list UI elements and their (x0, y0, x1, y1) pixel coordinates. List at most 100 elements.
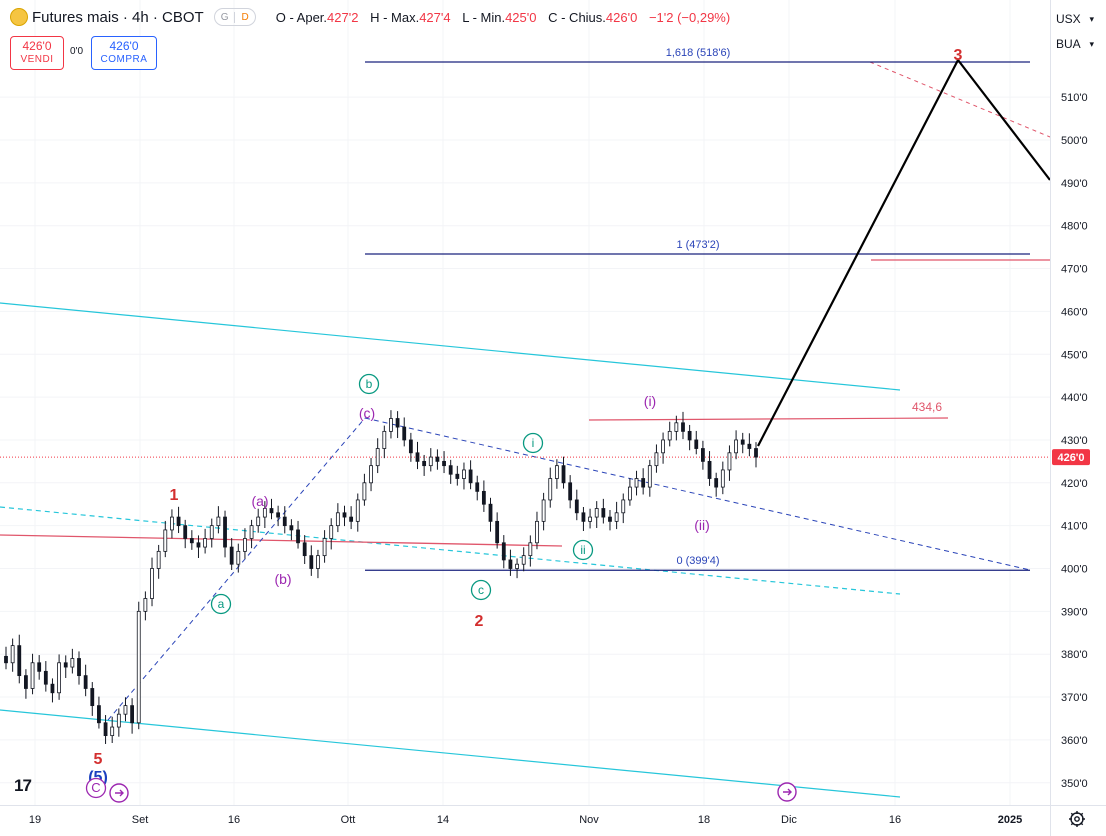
buy-button[interactable]: 426'0 COMPRA (91, 36, 157, 70)
candle (428, 448, 433, 472)
wave-label: C (91, 780, 100, 795)
candle (727, 445, 732, 481)
candle-body (37, 662, 42, 672)
candle-body (236, 550, 241, 565)
wave-label-circle (572, 539, 594, 561)
candle (10, 638, 15, 672)
candle (701, 440, 705, 470)
gear-icon[interactable] (1068, 810, 1086, 828)
candle (488, 497, 493, 532)
price-tick-label: 500'0 (1061, 135, 1088, 147)
price-tick-label: 430'0 (1061, 435, 1088, 447)
candle-body (634, 478, 639, 488)
candle (269, 498, 274, 520)
time-tick-label: 18 (698, 814, 710, 826)
candle (707, 451, 712, 486)
candle-body (588, 516, 592, 522)
candle (574, 489, 579, 521)
candle-body (707, 460, 712, 479)
symbol-title[interactable]: Futures mais · 4h · CBOT (32, 8, 204, 26)
unit-dropdown[interactable]: BUA ▾ (1056, 34, 1094, 54)
candle-body (468, 469, 473, 484)
last-price-tag-label: 426'0 (1057, 452, 1084, 464)
candle (4, 646, 8, 670)
candle-body (355, 499, 360, 522)
candle (150, 557, 154, 607)
wave-label-circle (470, 579, 492, 601)
candle-body (488, 503, 493, 522)
currency-dropdown[interactable]: USX ▾ (1056, 9, 1094, 29)
candle-body (136, 610, 141, 724)
candle-body (322, 538, 327, 557)
support-line (0, 534, 563, 547)
candle-body (316, 555, 320, 569)
candle (389, 410, 393, 439)
candle-body (528, 542, 533, 557)
candle-body (740, 439, 745, 445)
price-tick-label: 470'0 (1061, 264, 1088, 276)
spread-value: 0'0 (70, 46, 84, 57)
price-tick-label: 490'0 (1061, 178, 1088, 190)
candle-body (256, 516, 261, 527)
candle (50, 678, 55, 703)
candle (243, 528, 247, 559)
pill-d: D (241, 11, 249, 23)
candle-body (395, 418, 400, 428)
ohlc-low-label: L - Min. (462, 9, 506, 25)
chevron-down-icon: ▾ (1089, 13, 1094, 24)
wave-label: a (218, 597, 225, 611)
data-source-pill[interactable]: G D (213, 8, 256, 26)
candle-body (335, 512, 340, 527)
arrow-right-icon (783, 788, 792, 796)
candle-body (176, 516, 181, 527)
sell-button[interactable]: 426'0 VENDI (10, 36, 64, 70)
candle (83, 664, 88, 697)
candle (30, 653, 35, 695)
time-tick-label: 14 (437, 814, 449, 826)
tradingview-logo[interactable]: 17 (14, 776, 32, 795)
candle (515, 558, 519, 579)
candle (614, 501, 619, 530)
candle-body (30, 662, 35, 689)
candle (196, 535, 201, 559)
candle (362, 473, 367, 506)
candle-body (541, 499, 546, 522)
time-tick-label: Set (132, 814, 149, 826)
candle-body (654, 452, 659, 467)
candle-body (276, 512, 281, 518)
candle-body (389, 418, 393, 432)
candle (608, 510, 612, 531)
candle-body (209, 525, 214, 539)
price-tick-label: 390'0 (1061, 606, 1088, 618)
price-tick-label: 400'0 (1061, 564, 1088, 576)
candle-body (203, 538, 208, 548)
candle-body (349, 516, 354, 522)
candle-body (24, 675, 28, 689)
candle (594, 501, 599, 529)
candle-body (282, 516, 287, 527)
candle-body (296, 529, 300, 544)
candle (495, 512, 500, 549)
candle-body (501, 542, 506, 561)
candle-body (402, 426, 407, 441)
candle-body (243, 538, 247, 552)
candle (63, 655, 68, 678)
price-tick-label: 360'0 (1061, 735, 1088, 747)
pill-g: G (215, 11, 236, 23)
candle-body (10, 645, 15, 664)
candle (481, 480, 486, 512)
candle (282, 506, 287, 534)
price-tick-label: 380'0 (1061, 649, 1088, 661)
candle (435, 449, 440, 470)
candle (97, 696, 101, 729)
candle (647, 459, 652, 497)
candle-body (223, 516, 227, 548)
price-tick-label: 480'0 (1061, 221, 1088, 233)
candle-body (681, 422, 685, 432)
candle-body (289, 525, 294, 531)
candle-body (50, 683, 55, 694)
candle-body (568, 482, 573, 501)
candle-body (714, 478, 719, 488)
